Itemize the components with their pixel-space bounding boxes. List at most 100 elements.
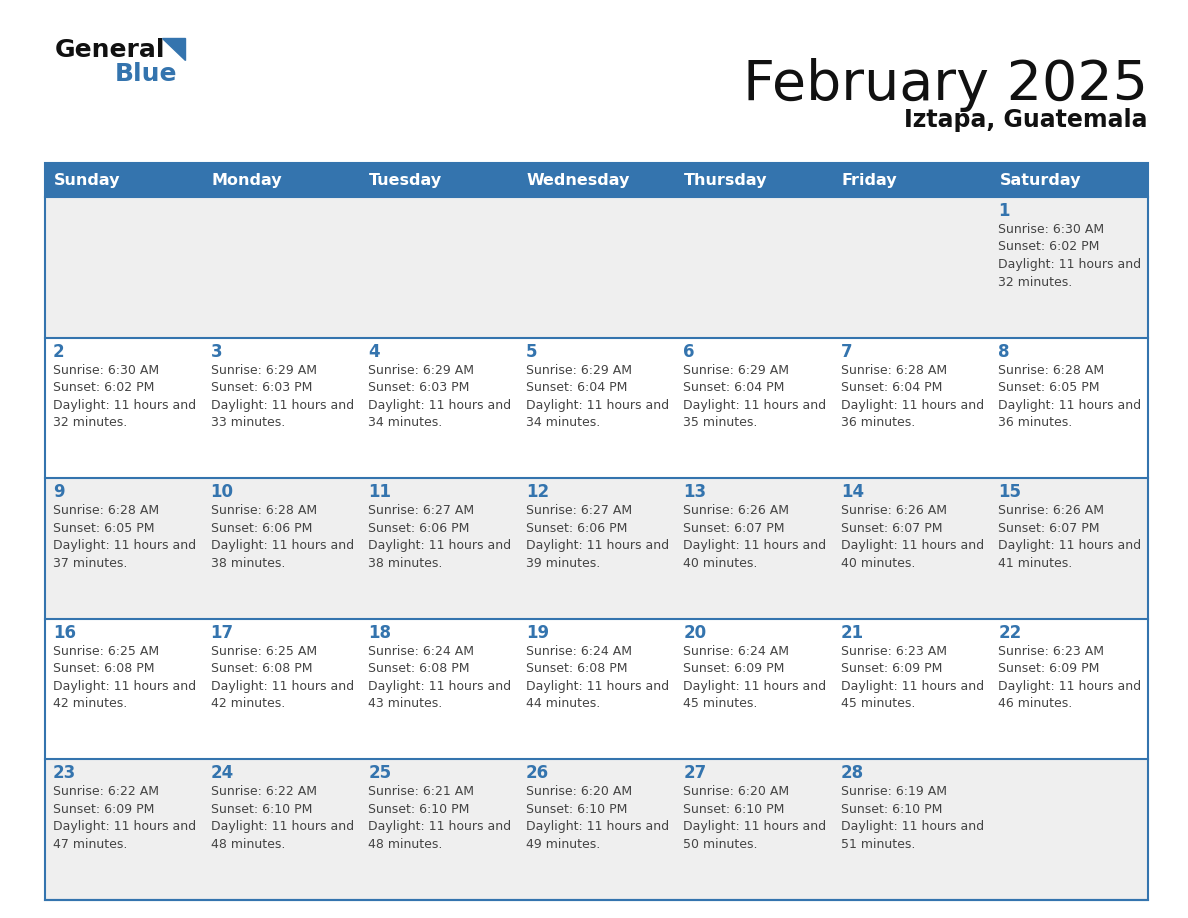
- Text: 47 minutes.: 47 minutes.: [53, 838, 127, 851]
- Text: Sunrise: 6:23 AM: Sunrise: 6:23 AM: [998, 644, 1105, 658]
- Text: Sunset: 6:07 PM: Sunset: 6:07 PM: [683, 521, 785, 534]
- Text: 27: 27: [683, 765, 707, 782]
- Text: Sunrise: 6:20 AM: Sunrise: 6:20 AM: [526, 786, 632, 799]
- Text: 34 minutes.: 34 minutes.: [526, 416, 600, 429]
- Text: 8: 8: [998, 342, 1010, 361]
- Text: Sunset: 6:08 PM: Sunset: 6:08 PM: [526, 662, 627, 676]
- Text: Daylight: 11 hours and: Daylight: 11 hours and: [683, 539, 827, 553]
- Text: Sunset: 6:06 PM: Sunset: 6:06 PM: [210, 521, 312, 534]
- Text: 4: 4: [368, 342, 380, 361]
- Text: 22: 22: [998, 624, 1022, 642]
- Text: Sunrise: 6:21 AM: Sunrise: 6:21 AM: [368, 786, 474, 799]
- Text: 42 minutes.: 42 minutes.: [210, 698, 285, 711]
- Text: Friday: Friday: [842, 173, 897, 187]
- Text: Iztapa, Guatemala: Iztapa, Guatemala: [904, 108, 1148, 132]
- Text: Sunrise: 6:24 AM: Sunrise: 6:24 AM: [526, 644, 632, 658]
- Text: Daylight: 11 hours and: Daylight: 11 hours and: [368, 539, 511, 553]
- Text: Daylight: 11 hours and: Daylight: 11 hours and: [53, 398, 196, 411]
- Text: Daylight: 11 hours and: Daylight: 11 hours and: [210, 821, 354, 834]
- Text: Sunrise: 6:26 AM: Sunrise: 6:26 AM: [841, 504, 947, 517]
- Text: Monday: Monday: [211, 173, 283, 187]
- Text: Sunrise: 6:24 AM: Sunrise: 6:24 AM: [683, 644, 789, 658]
- Text: 18: 18: [368, 624, 391, 642]
- Text: 41 minutes.: 41 minutes.: [998, 556, 1073, 570]
- Text: Sunset: 6:06 PM: Sunset: 6:06 PM: [526, 521, 627, 534]
- Text: Daylight: 11 hours and: Daylight: 11 hours and: [998, 398, 1142, 411]
- Text: Sunset: 6:10 PM: Sunset: 6:10 PM: [210, 803, 312, 816]
- Bar: [45, 338, 1148, 478]
- Text: 16: 16: [53, 624, 76, 642]
- FancyBboxPatch shape: [833, 163, 991, 197]
- Text: February 2025: February 2025: [742, 58, 1148, 112]
- Text: Daylight: 11 hours and: Daylight: 11 hours and: [53, 680, 196, 693]
- FancyBboxPatch shape: [360, 163, 518, 197]
- Text: Daylight: 11 hours and: Daylight: 11 hours and: [841, 398, 984, 411]
- Text: Sunset: 6:09 PM: Sunset: 6:09 PM: [683, 662, 784, 676]
- Text: Sunrise: 6:29 AM: Sunrise: 6:29 AM: [368, 364, 474, 376]
- Text: Sunset: 6:10 PM: Sunset: 6:10 PM: [841, 803, 942, 816]
- Text: Sunset: 6:04 PM: Sunset: 6:04 PM: [526, 381, 627, 394]
- Text: Sunset: 6:07 PM: Sunset: 6:07 PM: [998, 521, 1100, 534]
- Text: 32 minutes.: 32 minutes.: [998, 275, 1073, 288]
- Text: General: General: [55, 38, 165, 62]
- Text: 37 minutes.: 37 minutes.: [53, 556, 127, 570]
- FancyBboxPatch shape: [991, 163, 1148, 197]
- Text: Sunset: 6:04 PM: Sunset: 6:04 PM: [841, 381, 942, 394]
- Text: Sunset: 6:08 PM: Sunset: 6:08 PM: [368, 662, 469, 676]
- Text: Daylight: 11 hours and: Daylight: 11 hours and: [368, 821, 511, 834]
- Text: Sunrise: 6:29 AM: Sunrise: 6:29 AM: [526, 364, 632, 376]
- Text: Blue: Blue: [115, 62, 177, 86]
- Text: 3: 3: [210, 342, 222, 361]
- Text: Sunset: 6:04 PM: Sunset: 6:04 PM: [683, 381, 784, 394]
- Text: Sunday: Sunday: [53, 173, 120, 187]
- FancyBboxPatch shape: [518, 163, 675, 197]
- Text: Sunset: 6:05 PM: Sunset: 6:05 PM: [53, 521, 154, 534]
- Text: 45 minutes.: 45 minutes.: [683, 698, 758, 711]
- Text: Sunrise: 6:19 AM: Sunrise: 6:19 AM: [841, 786, 947, 799]
- Text: 48 minutes.: 48 minutes.: [368, 838, 442, 851]
- Text: 17: 17: [210, 624, 234, 642]
- Text: Sunrise: 6:30 AM: Sunrise: 6:30 AM: [998, 223, 1105, 236]
- Text: 39 minutes.: 39 minutes.: [526, 556, 600, 570]
- FancyBboxPatch shape: [45, 163, 203, 197]
- Text: 1: 1: [998, 202, 1010, 220]
- Text: 10: 10: [210, 483, 234, 501]
- Text: Sunset: 6:09 PM: Sunset: 6:09 PM: [998, 662, 1100, 676]
- Text: Sunset: 6:03 PM: Sunset: 6:03 PM: [368, 381, 469, 394]
- Text: 5: 5: [526, 342, 537, 361]
- Text: Daylight: 11 hours and: Daylight: 11 hours and: [683, 680, 827, 693]
- Text: Sunrise: 6:28 AM: Sunrise: 6:28 AM: [53, 504, 159, 517]
- Text: 42 minutes.: 42 minutes.: [53, 698, 127, 711]
- Text: Sunrise: 6:22 AM: Sunrise: 6:22 AM: [53, 786, 159, 799]
- Text: Sunrise: 6:28 AM: Sunrise: 6:28 AM: [998, 364, 1105, 376]
- Text: Daylight: 11 hours and: Daylight: 11 hours and: [683, 821, 827, 834]
- Text: Saturday: Saturday: [999, 173, 1081, 187]
- Text: Sunset: 6:02 PM: Sunset: 6:02 PM: [998, 241, 1100, 253]
- Text: Daylight: 11 hours and: Daylight: 11 hours and: [368, 680, 511, 693]
- Text: Sunrise: 6:28 AM: Sunrise: 6:28 AM: [210, 504, 317, 517]
- Text: Sunset: 6:09 PM: Sunset: 6:09 PM: [53, 803, 154, 816]
- Text: 50 minutes.: 50 minutes.: [683, 838, 758, 851]
- Text: 15: 15: [998, 483, 1022, 501]
- Text: Sunrise: 6:28 AM: Sunrise: 6:28 AM: [841, 364, 947, 376]
- Text: Daylight: 11 hours and: Daylight: 11 hours and: [998, 258, 1142, 271]
- Text: Daylight: 11 hours and: Daylight: 11 hours and: [998, 680, 1142, 693]
- Text: 36 minutes.: 36 minutes.: [841, 416, 915, 429]
- Text: 51 minutes.: 51 minutes.: [841, 838, 915, 851]
- Text: 49 minutes.: 49 minutes.: [526, 838, 600, 851]
- Text: 33 minutes.: 33 minutes.: [210, 416, 285, 429]
- Text: 46 minutes.: 46 minutes.: [998, 698, 1073, 711]
- Text: Sunset: 6:09 PM: Sunset: 6:09 PM: [841, 662, 942, 676]
- Text: 36 minutes.: 36 minutes.: [998, 416, 1073, 429]
- Text: Sunset: 6:08 PM: Sunset: 6:08 PM: [53, 662, 154, 676]
- Text: Thursday: Thursday: [684, 173, 767, 187]
- FancyBboxPatch shape: [675, 163, 833, 197]
- Text: Sunrise: 6:24 AM: Sunrise: 6:24 AM: [368, 644, 474, 658]
- FancyBboxPatch shape: [203, 163, 360, 197]
- Text: Sunrise: 6:25 AM: Sunrise: 6:25 AM: [210, 644, 317, 658]
- Text: Sunset: 6:07 PM: Sunset: 6:07 PM: [841, 521, 942, 534]
- Text: Sunrise: 6:27 AM: Sunrise: 6:27 AM: [526, 504, 632, 517]
- Text: Sunset: 6:05 PM: Sunset: 6:05 PM: [998, 381, 1100, 394]
- Text: Sunrise: 6:26 AM: Sunrise: 6:26 AM: [683, 504, 789, 517]
- Text: Daylight: 11 hours and: Daylight: 11 hours and: [210, 539, 354, 553]
